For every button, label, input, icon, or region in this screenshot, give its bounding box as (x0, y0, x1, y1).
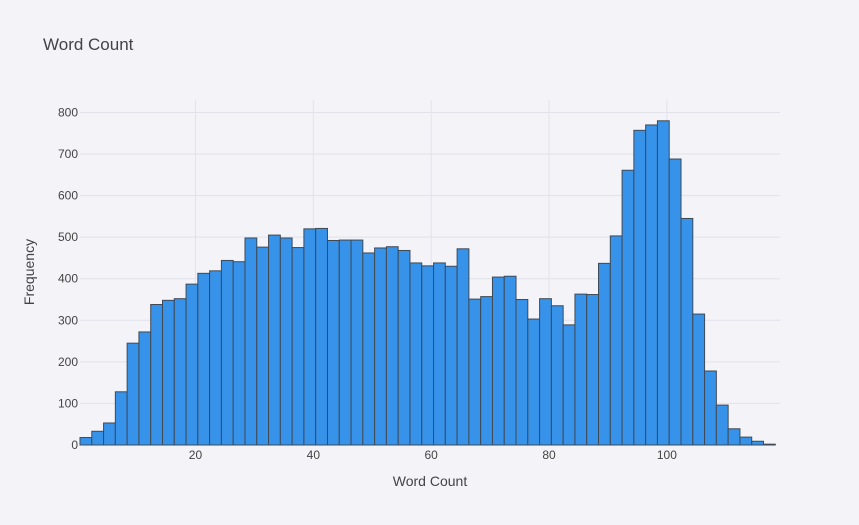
histogram-bar (503, 275, 517, 446)
histogram-bar (232, 261, 246, 446)
histogram-bar (103, 422, 116, 446)
y-tick-label: 700 (58, 147, 78, 161)
histogram-bar (173, 298, 187, 446)
histogram-bar (539, 298, 552, 446)
histogram-bar (409, 262, 423, 446)
histogram-bar (362, 252, 376, 446)
x-tick-label: 80 (542, 448, 556, 462)
histogram-bar (609, 235, 623, 446)
histogram-bar (751, 440, 765, 446)
histogram-bar (515, 299, 529, 446)
histogram-bar (456, 248, 470, 446)
y-tick-label: 200 (58, 355, 78, 369)
x-axis-title: Word Count (393, 473, 468, 489)
histogram-bar (656, 120, 670, 446)
histogram-bar (598, 262, 611, 446)
histogram-bar (244, 237, 258, 446)
histogram-bar (397, 249, 411, 446)
histogram-bar (150, 304, 163, 446)
histogram-bar (197, 272, 211, 446)
histogram-bar (256, 246, 270, 446)
histogram-bar (385, 246, 399, 446)
histogram-bar (692, 313, 706, 446)
y-tick-label: 300 (58, 313, 78, 327)
histogram-bar (161, 299, 175, 446)
histogram-bar (303, 228, 317, 446)
histogram-bar (138, 331, 152, 446)
histogram-bar (91, 430, 105, 446)
histogram-bar (468, 298, 482, 446)
histogram-bar (574, 293, 588, 446)
histogram-bar (279, 237, 293, 446)
histogram-bar (480, 296, 493, 446)
y-tick-label: 100 (58, 396, 78, 410)
x-tick-label: 60 (424, 448, 438, 462)
histogram-bar (739, 436, 753, 446)
histogram-bar (220, 259, 234, 446)
histogram-bar (291, 247, 305, 446)
histogram-bar (680, 217, 694, 446)
histogram-bar (704, 370, 717, 446)
histogram-bar (350, 239, 364, 446)
histogram-bar (715, 404, 729, 446)
y-tick-label: 400 (58, 272, 78, 286)
y-tick-label: 600 (58, 189, 78, 203)
y-tick-label: 500 (58, 230, 78, 244)
bars (79, 120, 776, 446)
histogram-bar (126, 342, 140, 446)
x-tick-label: 40 (307, 448, 321, 462)
histogram-bar (550, 305, 564, 446)
histogram-bar (444, 265, 458, 446)
y-tick-label: 800 (58, 105, 78, 119)
histogram-bar (185, 283, 199, 446)
histogram-bar (763, 443, 776, 446)
histogram-bar (727, 428, 741, 446)
histogram-bar (268, 234, 281, 446)
histogram-bar (315, 227, 328, 446)
histogram-bar (79, 437, 93, 446)
histogram-bar (209, 270, 222, 446)
tick-labels: 20 40 60 80 100 0 100 200 300 400 500 600 700 800 (58, 105, 677, 462)
histogram-bar (562, 324, 576, 446)
histogram-bar (633, 129, 647, 446)
histogram-bar (338, 239, 352, 446)
histogram-bar (586, 294, 600, 446)
histogram-bar (491, 276, 505, 446)
histogram-bar (433, 262, 446, 446)
y-tick-label: 0 (71, 438, 78, 452)
histogram-bar (374, 247, 387, 446)
y-axis-title: Frequency (21, 239, 37, 305)
histogram-bar (114, 391, 128, 446)
histogram-bar (621, 169, 635, 446)
chart-title: Word Count (43, 35, 134, 54)
x-tick-label: 20 (189, 448, 203, 462)
x-tick-label: 100 (657, 448, 677, 462)
histogram-bar (421, 265, 435, 446)
histogram-bar (645, 124, 658, 446)
histogram-bar (326, 239, 340, 446)
histogram-bar (668, 158, 682, 446)
histogram-bar (527, 318, 541, 446)
